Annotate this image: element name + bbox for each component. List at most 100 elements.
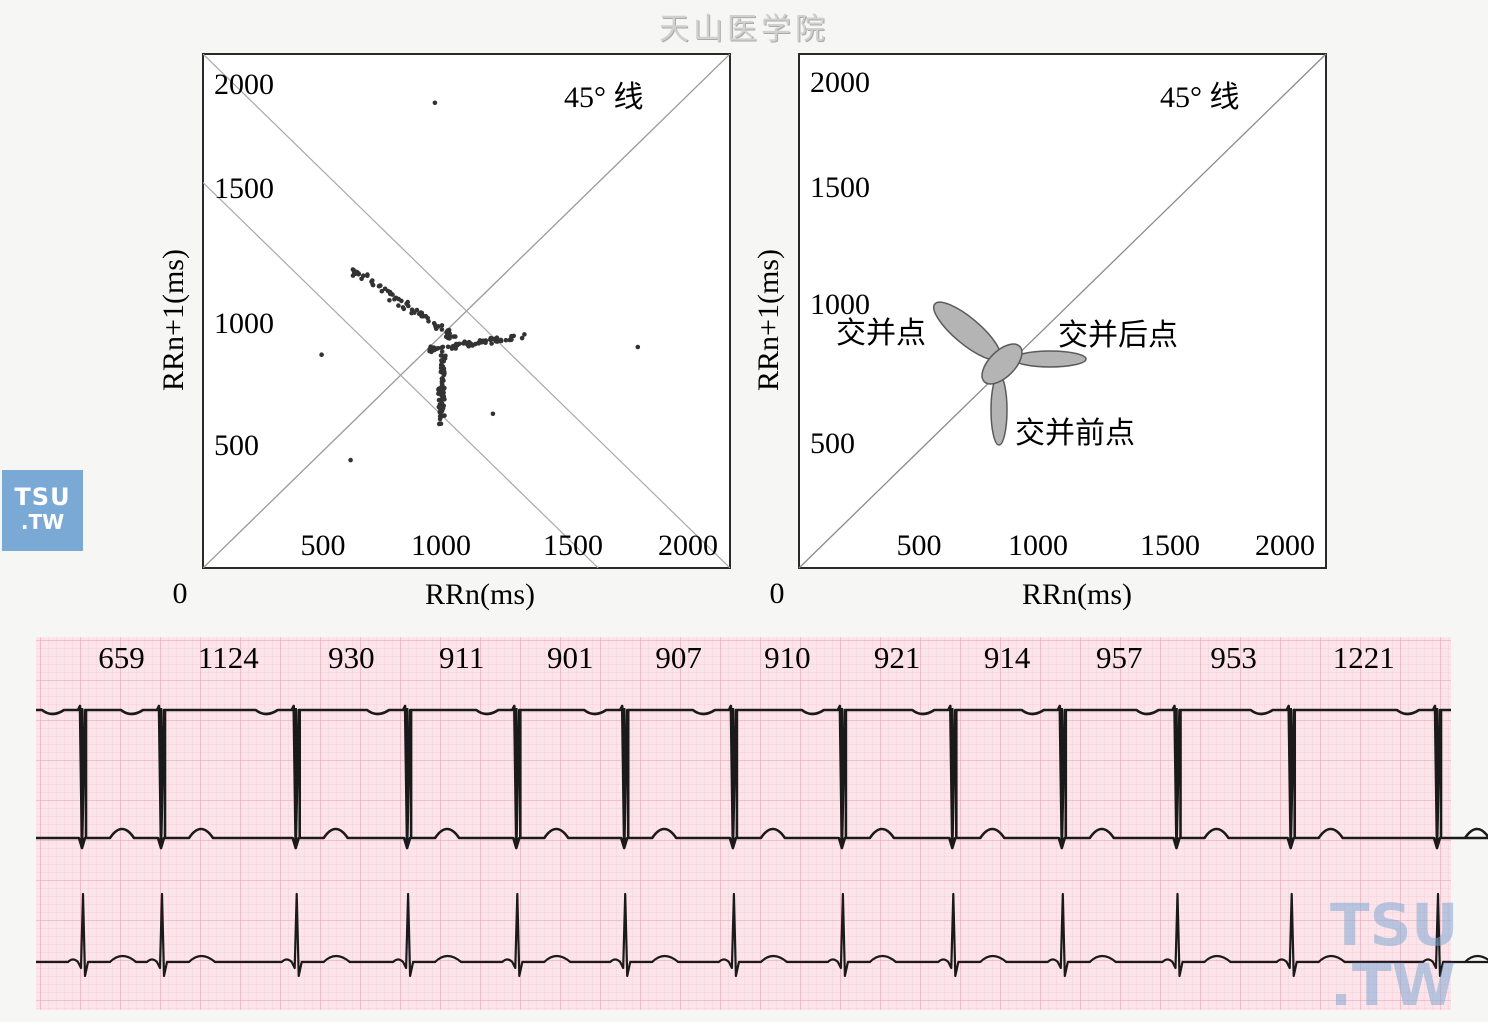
scatter-point [439, 393, 445, 399]
left-y-tick-label: 1000 [214, 307, 274, 340]
scatter-point [438, 421, 444, 427]
left-x-tick-label: 500 [301, 529, 346, 562]
scatter-point [442, 413, 447, 418]
right-y-tick-label: 1000 [810, 288, 870, 321]
left-x-tick-label: 1000 [411, 529, 471, 562]
scatter-point [425, 315, 431, 321]
scatter-point [441, 356, 446, 362]
right-scatter-schematic: 500 1000 1500 2000 500 1000 1500 2000 45° 线 交并点… [752, 53, 1327, 611]
scatter-point [635, 344, 641, 350]
rr-interval-label: 1221 [1333, 640, 1395, 675]
scatter-point [387, 289, 393, 295]
right-ellipse-2 [990, 374, 1008, 446]
left-annotation-45-line: 45° 线 [564, 81, 644, 114]
scatter-point [439, 345, 444, 351]
scatter-point [399, 298, 404, 304]
tsu-watermark: TSU .TW [1330, 895, 1458, 1015]
rr-interval-label: 659 [98, 640, 145, 675]
scatter-point [436, 391, 441, 396]
right-ellipse-1 [1013, 350, 1087, 368]
scatter-point [489, 341, 494, 346]
scatter-point [431, 347, 437, 352]
scatter-point [376, 283, 382, 289]
ecg-grid [36, 637, 1451, 1010]
left-y-axis-label: RRn+1(ms) [157, 249, 190, 391]
scatter-point [439, 327, 445, 332]
scatter-point [442, 385, 447, 391]
scatter-point [439, 349, 445, 354]
scatter-point [451, 343, 456, 349]
scatter-point [509, 337, 514, 343]
rr-interval-label: 910 [764, 640, 811, 675]
scatter-point [416, 311, 422, 317]
ecg-strip: 659 1124 930 911 901 907 910 921 914 957 953 1221 [36, 637, 1488, 1010]
right-annotation-45-line: 45° 线 [1160, 81, 1240, 114]
right-ellipse-3 [981, 343, 1023, 385]
scatter-point [489, 336, 495, 342]
rr-interval-label: 930 [328, 640, 375, 675]
scatter-point [440, 389, 445, 395]
scatter-point [490, 411, 496, 417]
scatter-point [441, 372, 447, 378]
scatter-point [442, 397, 447, 402]
right-x-tick-label: 2000 [1255, 529, 1315, 562]
scatter-point [444, 333, 450, 339]
scatter-point [370, 278, 375, 283]
scatter-point [455, 342, 460, 347]
scatter-point [319, 352, 324, 358]
left-origin-label: 0 [173, 577, 188, 610]
right-x-tick-label: 1500 [1140, 529, 1200, 562]
rr-interval-label: 957 [1096, 640, 1143, 675]
rr-interval-label: 1124 [198, 640, 259, 675]
right-y-axis-label: RRn+1(ms) [752, 249, 785, 391]
scatter-point [493, 337, 499, 343]
scatter-point [462, 339, 467, 345]
scatter-point [483, 340, 488, 346]
scatter-point [348, 457, 353, 463]
left-x-tick-label: 1500 [543, 529, 603, 562]
ecg-lead-2-trace [36, 892, 1488, 978]
tsu-watermark-line2: .TW [1330, 951, 1456, 1019]
scatter-point [522, 332, 527, 337]
right-x-axis-label: RRn(ms) [1022, 578, 1132, 611]
tsu-logo-line2: .TW [20, 510, 65, 534]
scatter-point [478, 339, 483, 344]
scatter-point [445, 328, 451, 333]
scatter-point [409, 307, 415, 313]
left-x-tick-label: 2000 [658, 529, 718, 562]
ecg-lead-1-trace [36, 704, 1488, 850]
left-scatter-plot: 500 1000 1500 2000 500 1000 1500 2000 45° 线 RRn… [157, 53, 731, 611]
left-guide-line-0 [203, 182, 599, 568]
scatter-point [400, 305, 406, 310]
left-y-tick-label: 500 [214, 429, 259, 462]
scatter-point [439, 376, 445, 381]
scatter-point [437, 408, 443, 414]
scatter-point [414, 307, 420, 313]
scatter-point [436, 397, 442, 403]
right-y-tick-label: 2000 [810, 66, 870, 99]
tsu-logo-badge: TSU .TW [2, 470, 83, 551]
scatter-point [438, 369, 444, 375]
scatter-point [519, 335, 525, 341]
scatter-point [440, 364, 446, 370]
scatter-point [439, 323, 445, 328]
rr-interval-label: 901 [547, 640, 594, 675]
rr-interval-label: 921 [874, 640, 921, 675]
rr-interval-label: 911 [439, 640, 484, 675]
right-x-tick-label: 500 [897, 529, 942, 562]
right-ellipse-label-1: 交并后点 [1058, 319, 1178, 352]
right-ellipse-label-2: 交并前点 [1015, 417, 1135, 450]
scatter-point [453, 334, 458, 339]
rr-interval-label: 953 [1210, 640, 1257, 675]
scatter-point [503, 337, 509, 343]
scatter-point [379, 288, 385, 294]
scatter-point [498, 337, 504, 343]
tsu-watermark-line1: TSU [1330, 891, 1459, 959]
scatter-point [405, 299, 411, 305]
scatter-point [428, 344, 433, 350]
tsu-logo-line1: TSU [14, 483, 71, 511]
scatter-point [466, 343, 472, 349]
rr-interval-label: 907 [655, 640, 702, 675]
scatter-point [437, 416, 443, 422]
